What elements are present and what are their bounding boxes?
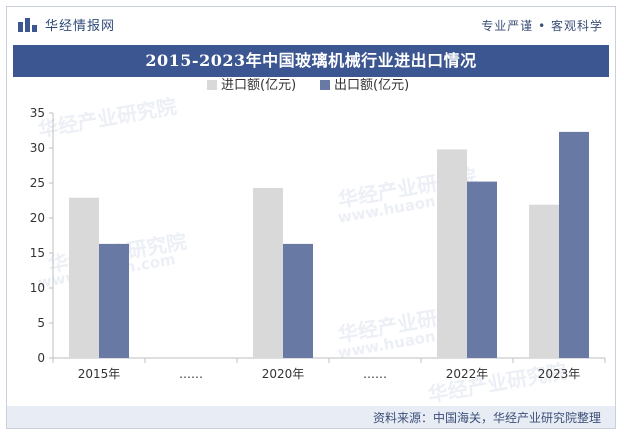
title-bar: 2015-2023年中国玻璃机械行业进出口情况	[13, 45, 609, 77]
brand-logo: 华经情报网	[17, 15, 115, 34]
chart-title: 2015-2023年中国玻璃机械行业进出口情况	[145, 51, 477, 70]
import-bar	[529, 204, 559, 358]
source-note: 资料来源：中国海关，华经产业研究院整理	[372, 411, 601, 425]
import-bar	[253, 187, 283, 358]
bar-chart: 0 5 10 15 20 25 30 35 2015年 …… 2020年 …… 2022年 2023年 进口…	[30, 78, 606, 381]
chart-frame: 华经情报网 专业严谨 • 客观科学 2015-2023年中国玻璃机械行业进出口情…	[6, 6, 616, 429]
export-bar	[99, 243, 129, 358]
footer: 资料来源：中国海关，华经产业研究院整理	[7, 406, 615, 428]
legend-label-export: 出口额(亿元)	[334, 78, 409, 93]
x-tick-label: 2023年	[538, 367, 581, 381]
export-bar	[467, 181, 497, 358]
x-tick-label: ……	[179, 367, 203, 381]
legend-label-import: 进口额(亿元)	[221, 78, 296, 93]
export-bar	[283, 243, 313, 358]
import-bar	[437, 149, 467, 358]
y-tick-label: 0	[37, 351, 45, 365]
legend-swatch-export	[320, 80, 330, 90]
y-tick-label: 30	[30, 141, 45, 155]
header: 华经情报网 专业严谨 • 客观科学	[7, 7, 615, 41]
x-tick-label: ……	[363, 367, 387, 381]
export-bar	[559, 131, 589, 358]
y-tick-label: 25	[30, 176, 45, 190]
x-tick-label: 2022年	[446, 367, 489, 381]
y-tick-label: 35	[30, 106, 45, 120]
x-tick-label: 2015年	[78, 367, 121, 381]
logo-icon	[18, 17, 37, 32]
import-bar	[69, 197, 99, 358]
y-tick-label: 20	[30, 211, 45, 225]
y-tick-label: 10	[30, 281, 45, 295]
header-slogan: 专业严谨 • 客观科学	[481, 19, 603, 33]
y-tick-label: 15	[30, 246, 45, 260]
x-tick-label: 2020年	[262, 367, 305, 381]
y-tick-label: 5	[37, 316, 45, 330]
brand-name: 华经情报网	[45, 19, 116, 34]
legend-swatch-import	[207, 80, 217, 90]
